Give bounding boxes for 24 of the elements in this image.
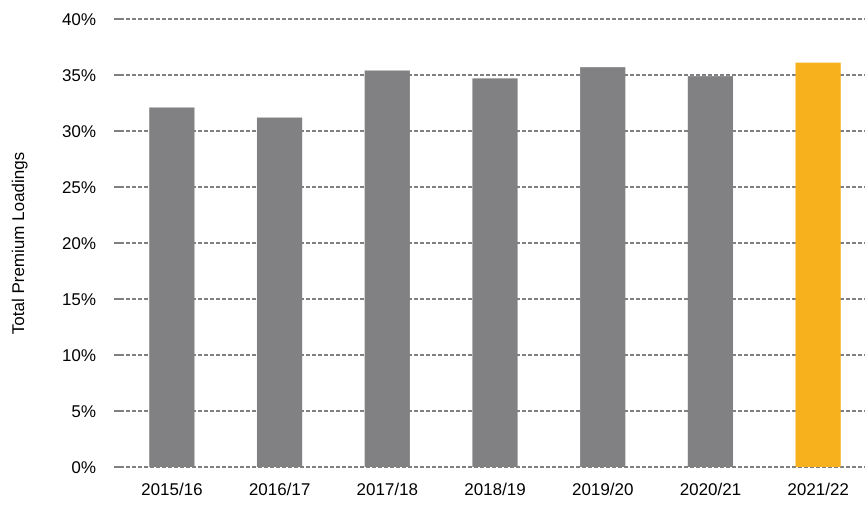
bar	[472, 78, 518, 467]
x-tick-label: 2015/16	[141, 480, 203, 499]
bar	[256, 118, 302, 467]
y-tick-label: 25%	[62, 178, 96, 197]
y-tick-label: 30%	[62, 122, 96, 141]
bar	[149, 107, 194, 467]
y-tick-label: 10%	[62, 346, 96, 365]
x-tick-label: 2020/21	[680, 480, 742, 499]
x-tick-label: 2019/20	[572, 480, 634, 499]
y-tick-label: 5%	[71, 402, 96, 421]
bar	[688, 76, 734, 467]
y-tick-label: 20%	[62, 234, 96, 253]
y-tick-label: 35%	[62, 66, 96, 85]
y-tick-label: 15%	[62, 290, 96, 309]
y-tick-label: 0%	[71, 458, 96, 477]
x-tick-label: 2016/17	[248, 480, 310, 499]
bar	[364, 70, 410, 467]
x-tick-label: 2021/22	[787, 480, 849, 499]
y-axis-title: Total Premium Loadings	[9, 152, 28, 334]
bar	[796, 62, 841, 467]
bar	[580, 67, 626, 467]
x-tick-label: 2017/18	[356, 480, 418, 499]
y-tick-label: 40%	[62, 10, 96, 29]
x-tick-label: 2018/19	[464, 480, 526, 499]
